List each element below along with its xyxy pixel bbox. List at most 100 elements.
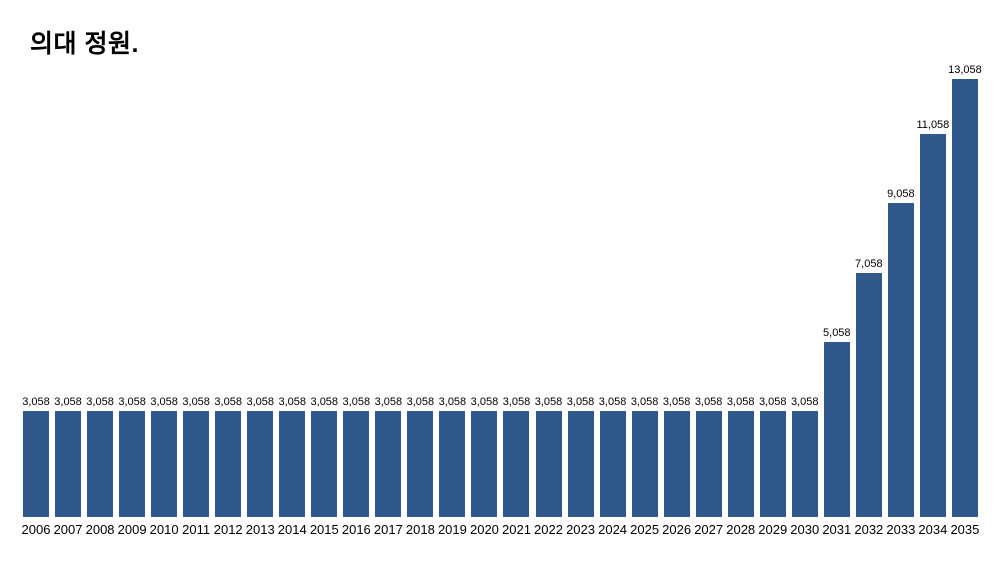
bar [471, 411, 498, 517]
x-axis-tick-label: 2014 [277, 522, 307, 537]
x-axis-tick-label: 2034 [918, 522, 948, 537]
bar-column: 3,058 2019 [438, 65, 467, 536]
bar-value-label: 7,058 [855, 257, 883, 270]
bar [663, 411, 690, 517]
bar-value-label: 3,058 [374, 396, 403, 409]
x-axis-tick-label: 2026 [662, 522, 692, 537]
bar [87, 411, 114, 517]
bar [919, 134, 946, 517]
bar [535, 411, 562, 517]
bar [55, 411, 82, 517]
bar [823, 341, 850, 517]
bar [247, 411, 274, 517]
bar-column: 7,058 2032 [854, 65, 883, 536]
bar [407, 411, 434, 517]
bar-value-label: 3,058 [598, 396, 627, 409]
x-axis-tick-label: 2024 [598, 522, 628, 537]
x-axis-tick-label: 2031 [822, 522, 852, 537]
bar-value-label: 3,058 [246, 396, 274, 409]
bar [151, 411, 178, 517]
bar-column: 3,058 2027 [694, 65, 723, 536]
bar [599, 411, 626, 517]
bar-value-label: 3,058 [502, 396, 531, 409]
x-axis-tick-label: 2019 [437, 522, 467, 537]
bar-value-label: 3,058 [150, 396, 178, 409]
x-axis-tick-label: 2007 [53, 522, 83, 537]
bar-column: 3,058 2006 [22, 65, 51, 536]
x-axis-tick-label: 2022 [534, 522, 563, 537]
chart-title: 의대 정원. [30, 30, 139, 58]
bar-column: 3,058 2017 [374, 65, 403, 536]
bar [887, 203, 914, 517]
bar [311, 411, 338, 517]
bar [951, 79, 978, 517]
plot-area: 3,058 2006 3,058 2007 3,058 2008 3,058 2… [22, 65, 982, 537]
bar-column: 3,058 2008 [86, 65, 115, 536]
bar-value-label: 3,058 [470, 396, 499, 409]
bar-column: 3,058 2014 [278, 65, 307, 536]
x-axis-tick-label: 2020 [469, 522, 499, 537]
bar [439, 411, 466, 517]
bar-column: 3,058 2013 [246, 65, 275, 536]
bar [503, 411, 530, 517]
bar-chart: 3,058 2006 3,058 2007 3,058 2008 3,058 2… [22, 65, 982, 537]
bar-column: 3,058 2016 [342, 65, 371, 536]
x-axis-tick-label: 2010 [149, 522, 179, 537]
x-axis-tick-label: 2021 [502, 522, 531, 537]
bar-column: 3,058 2021 [502, 65, 531, 536]
bar-column: 3,058 2025 [630, 65, 659, 536]
x-axis-tick-label: 2011 [182, 522, 211, 537]
bar-value-label: 3,058 [438, 396, 467, 409]
x-axis-tick-label: 2025 [630, 522, 660, 537]
bar-column: 3,058 2011 [182, 65, 210, 536]
bar-value-label: 3,058 [54, 396, 82, 409]
x-axis-tick-label: 2029 [758, 522, 788, 537]
bar-column: 3,058 2020 [470, 65, 499, 536]
bar-value-label: 5,058 [823, 326, 851, 339]
bar-value-label: 3,058 [310, 396, 339, 409]
bar [567, 411, 594, 517]
bar [759, 411, 786, 517]
bar [215, 411, 242, 517]
bar-value-label: 3,058 [726, 396, 755, 409]
bar-column: 9,058 2033 [886, 65, 915, 536]
bar [791, 411, 818, 517]
bar [183, 411, 210, 517]
x-axis-tick-label: 2027 [694, 522, 724, 537]
x-axis-tick-label: 2028 [726, 522, 756, 537]
bar-value-label: 9,058 [887, 188, 915, 201]
bar-column: 11,058 2034 [916, 65, 949, 536]
x-axis-tick-label: 2013 [245, 522, 275, 537]
bar-value-label: 3,058 [662, 396, 691, 409]
x-axis-tick-label: 2030 [790, 522, 820, 537]
bar-column: 3,058 2023 [566, 65, 595, 536]
bar-column: 3,058 2030 [790, 65, 819, 536]
bar-value-label: 3,058 [278, 396, 307, 409]
x-axis-tick-label: 2016 [341, 522, 371, 537]
bar-value-label: 3,058 [694, 396, 723, 409]
bar-column: 5,058 2031 [822, 65, 851, 536]
x-axis-tick-label: 2033 [886, 522, 916, 537]
bar-value-label: 3,058 [534, 396, 563, 409]
x-axis-tick-label: 2006 [21, 522, 51, 537]
bar-value-label: 11,058 [916, 119, 950, 132]
bar-value-label: 3,058 [118, 396, 146, 409]
bar-column: 3,058 2007 [54, 65, 83, 536]
bar-column: 3,058 2015 [310, 65, 339, 536]
bar [695, 411, 722, 517]
bar-value-label: 3,058 [406, 396, 435, 409]
bar-value-label: 3,058 [790, 396, 819, 409]
bar [279, 411, 306, 517]
x-axis-tick-label: 2018 [405, 522, 435, 537]
bar-value-label: 3,058 [214, 396, 242, 409]
bar-column: 3,058 2010 [150, 65, 179, 536]
bar [23, 411, 49, 517]
bar-value-label: 13,058 [948, 64, 982, 76]
bar-column: 13,058 2035 [948, 65, 982, 537]
bar-value-label: 3,058 [22, 396, 50, 409]
bar-column: 3,058 2029 [758, 65, 787, 536]
x-axis-tick-label: 2012 [213, 522, 243, 537]
bar-value-label: 3,058 [182, 396, 210, 409]
x-axis-tick-label: 2017 [373, 522, 403, 537]
